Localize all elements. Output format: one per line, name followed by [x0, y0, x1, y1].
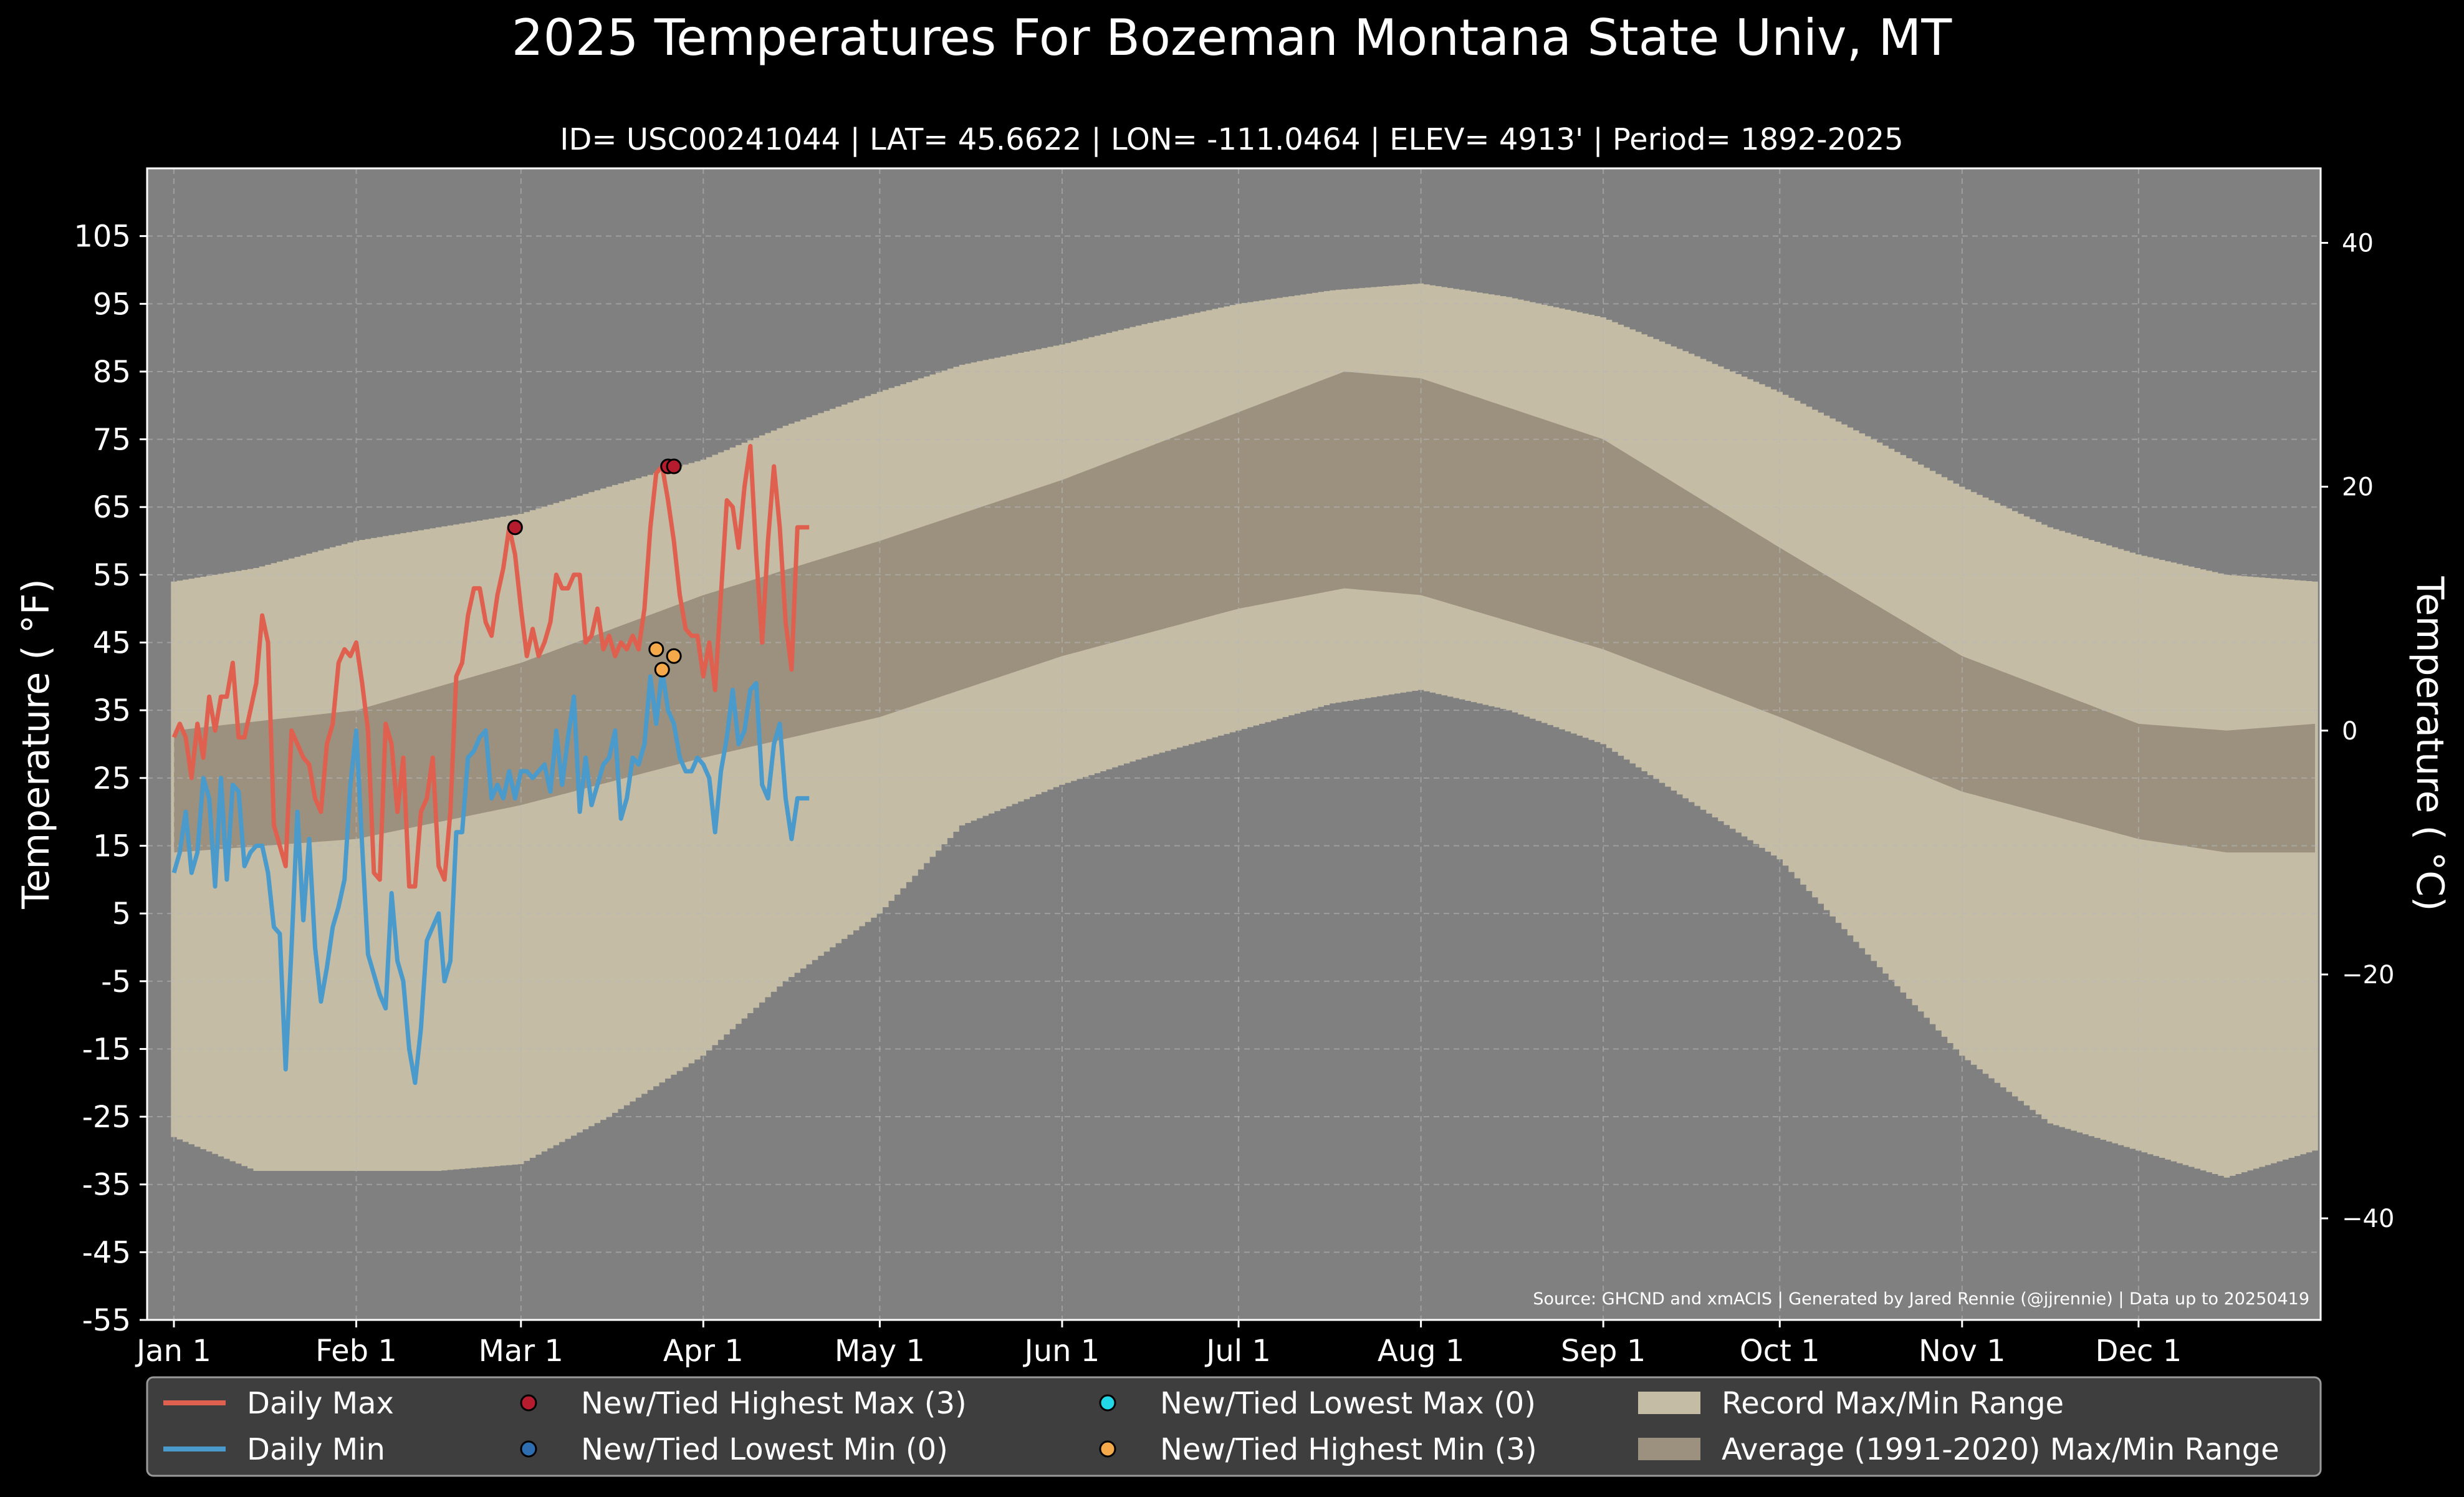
x-tick-label: Jul 1 — [1204, 1334, 1271, 1369]
y-tick-label: -45 — [82, 1235, 131, 1270]
record-markers — [507, 458, 682, 678]
x-tick-label: Apr 1 — [663, 1334, 744, 1369]
y-tick-label: 5 — [112, 897, 131, 931]
daily-max-line — [171, 444, 810, 889]
record-marker — [666, 458, 682, 474]
y-tick-label: 65 — [93, 490, 131, 525]
x-tick-label: Mar 1 — [479, 1334, 563, 1369]
legend-swatch-marker — [520, 1394, 537, 1412]
y-tick-label: 105 — [74, 219, 131, 254]
y-axis-label-left: Temperature ( °F) — [14, 579, 58, 910]
x-tick-label: Feb 1 — [315, 1334, 397, 1369]
legend-swatch-patch — [1638, 1392, 1700, 1414]
x-tick-label: Nov 1 — [1919, 1334, 2005, 1369]
x-tick-label: Sep 1 — [1561, 1334, 1646, 1369]
legend-swatch-patch — [1638, 1438, 1700, 1460]
plot-frame — [146, 167, 2322, 1321]
legend-label: New/Tied Lowest Min (0) — [581, 1432, 948, 1467]
x-tick-label: May 1 — [835, 1334, 925, 1369]
x-tick-label: Jun 1 — [1023, 1334, 1100, 1369]
daily-min-line — [171, 667, 810, 1085]
y2-tick-label: −20 — [2342, 961, 2394, 989]
y-tick-label: 75 — [93, 423, 131, 458]
legend-label: Average (1991-2020) Max/Min Range — [1722, 1432, 2279, 1467]
chart-subtitle: ID= USC00241044 | LAT= 45.6622 | LON= -1… — [560, 122, 1903, 157]
legend: Daily Max Daily Min New/Tied Highest Max (… — [146, 1376, 2322, 1477]
legend-label: Daily Min — [247, 1432, 385, 1467]
y-tick-label: 45 — [93, 626, 131, 661]
legend-label: New/Tied Highest Min (3) — [1160, 1432, 1537, 1467]
legend-items: Daily Max Daily Min New/Tied Highest Max (… — [163, 1386, 2279, 1467]
y-tick-label: -25 — [82, 1100, 131, 1135]
y-tick-label: 35 — [93, 693, 131, 728]
legend-swatch-marker — [1099, 1440, 1116, 1458]
x-tick-label: Oct 1 — [1740, 1334, 1820, 1369]
record-marker — [648, 641, 664, 657]
source-note: Source: GHCND and xmACIS | Generated by … — [1533, 1289, 2309, 1309]
normal-range-area — [174, 371, 2315, 853]
legend-label: New/Tied Lowest Max (0) — [1160, 1386, 1536, 1421]
x-tick-label: Dec 1 — [2096, 1334, 2182, 1369]
x-tick-label: Aug 1 — [1378, 1334, 1465, 1369]
y-tick-label: -5 — [101, 965, 131, 999]
y-axis-label-right: Temperature ( °C) — [2408, 576, 2452, 912]
legend-swatch-marker — [520, 1440, 537, 1458]
y2-tick-label: 0 — [2342, 717, 2357, 746]
legend-label: Record Max/Min Range — [1722, 1386, 2064, 1421]
record-marker — [654, 662, 670, 678]
x-tick-label: Jan 1 — [135, 1334, 211, 1369]
chart-title: 2025 Temperatures For Bozeman Montana St… — [512, 9, 1953, 67]
y2-tick-label: 20 — [2342, 473, 2374, 502]
y-tick-label: -35 — [82, 1168, 131, 1203]
y-tick-label: 25 — [93, 761, 131, 796]
legend-box — [146, 1376, 2322, 1477]
record-marker — [507, 519, 523, 536]
x-axis: Jan 1 Feb 1 Mar 1 Apr 1 May 1 Jun 1 Jul 1 Aug 1… — [135, 1320, 2182, 1369]
legend-label: Daily Max — [247, 1386, 394, 1421]
legend-label: New/Tied Highest Max (3) — [581, 1386, 967, 1421]
legend-swatch-marker — [1099, 1394, 1116, 1412]
y2-tick-label: 40 — [2342, 229, 2374, 258]
plot-area: Source: GHCND and xmACIS | Generated by … — [146, 167, 2322, 1321]
y2-tick-label: −40 — [2342, 1205, 2394, 1233]
record-marker — [666, 648, 682, 664]
y-tick-label: 15 — [93, 829, 131, 864]
y-tick-label: 55 — [93, 558, 131, 593]
y-tick-label: 85 — [93, 355, 131, 390]
y-tick-label: -15 — [82, 1032, 131, 1067]
y-tick-label: -55 — [82, 1303, 131, 1338]
y-tick-label: 95 — [93, 287, 131, 322]
y-axis-right: −40 −20 0 20 40 — [2321, 229, 2394, 1233]
